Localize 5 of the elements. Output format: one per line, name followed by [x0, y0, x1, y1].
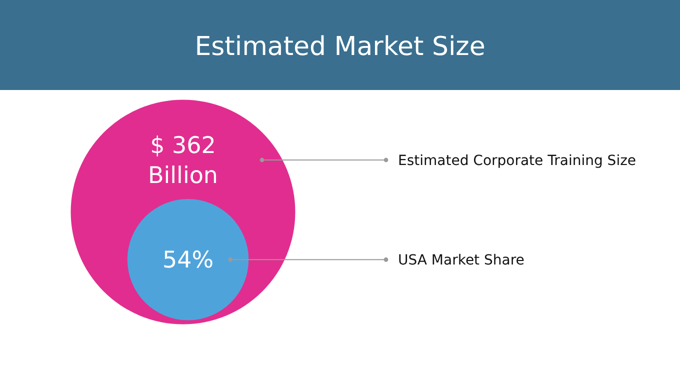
category-label: USA Market Share — [398, 252, 524, 269]
category-label: Estimated Corporate Training Size — [398, 153, 636, 169]
text: Estimated Market Size — [194, 32, 486, 62]
data-label: $ 362 Billion — [148, 133, 218, 189]
data-label: 54% — [162, 248, 214, 274]
